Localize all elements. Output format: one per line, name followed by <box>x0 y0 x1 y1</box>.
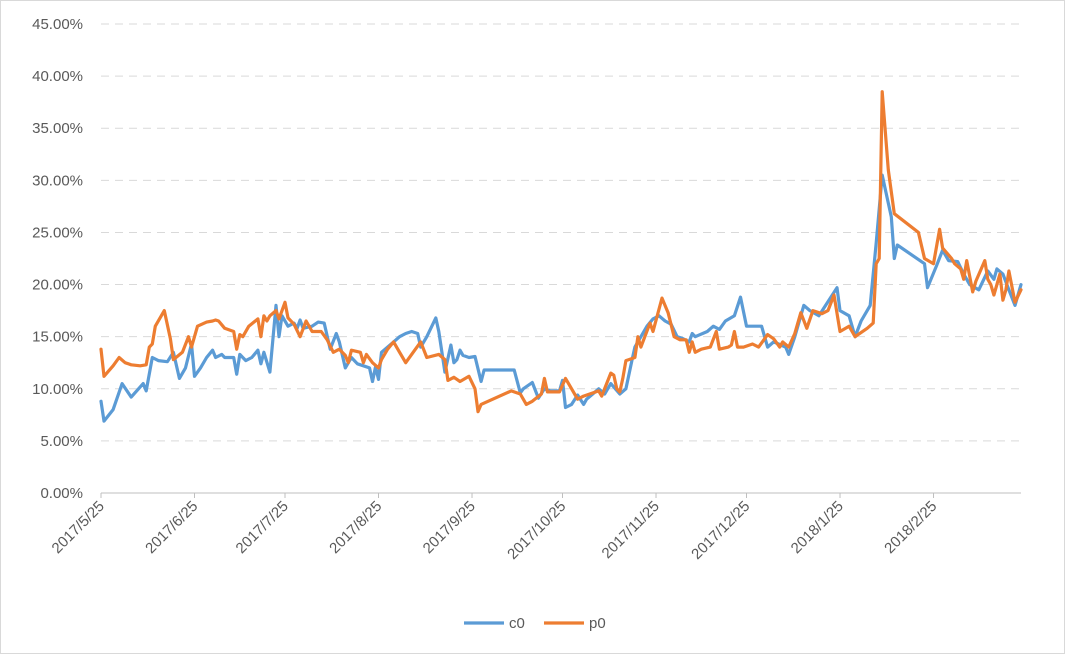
x-tick-label: 2017/11/25 <box>599 498 663 562</box>
y-tick-label: 20.00% <box>32 277 83 294</box>
x-axis: 2017/5/25 2017/6/25 2017/7/25 2017/8/25 2017… <box>49 492 1021 563</box>
gridlines <box>101 23 1021 442</box>
x-tick-label: 2017/10/25 <box>504 498 569 563</box>
x-tick-label: 2018/2/25 <box>881 498 940 557</box>
y-tick-label: 35.00% <box>32 120 83 137</box>
x-tick-label: 2017/7/25 <box>233 498 292 557</box>
y-axis-ticks: 0.00% 5.00% 10.00% 15.00% 20.00% 25.00% 30.00%… <box>32 16 83 502</box>
legend: c0 p0 <box>464 615 606 632</box>
x-tick-label: 2017/5/25 <box>49 498 108 557</box>
y-tick-label: 25.00% <box>32 224 83 241</box>
series-line-p0 <box>99 90 1023 414</box>
y-tick-label: 0.00% <box>40 485 83 502</box>
y-tick-label: 15.00% <box>32 329 83 346</box>
series-lines <box>99 90 1023 423</box>
y-tick-label: 45.00% <box>32 16 83 33</box>
x-tick-label: 2017/9/25 <box>420 498 479 557</box>
x-tick-label: 2017/12/25 <box>688 498 753 563</box>
y-tick-label: 10.00% <box>32 381 83 398</box>
x-tick-label: 2018/1/25 <box>788 498 847 557</box>
legend-label-p0: p0 <box>589 615 606 632</box>
y-tick-label: 40.00% <box>32 68 83 85</box>
y-tick-label: 5.00% <box>40 433 83 450</box>
series-line-c0 <box>99 173 1023 423</box>
legend-label-c0: c0 <box>509 615 525 632</box>
y-tick-label: 30.00% <box>32 172 83 189</box>
x-tick-label: 2017/8/25 <box>326 498 385 557</box>
x-tick-label: 2017/6/25 <box>142 498 201 557</box>
